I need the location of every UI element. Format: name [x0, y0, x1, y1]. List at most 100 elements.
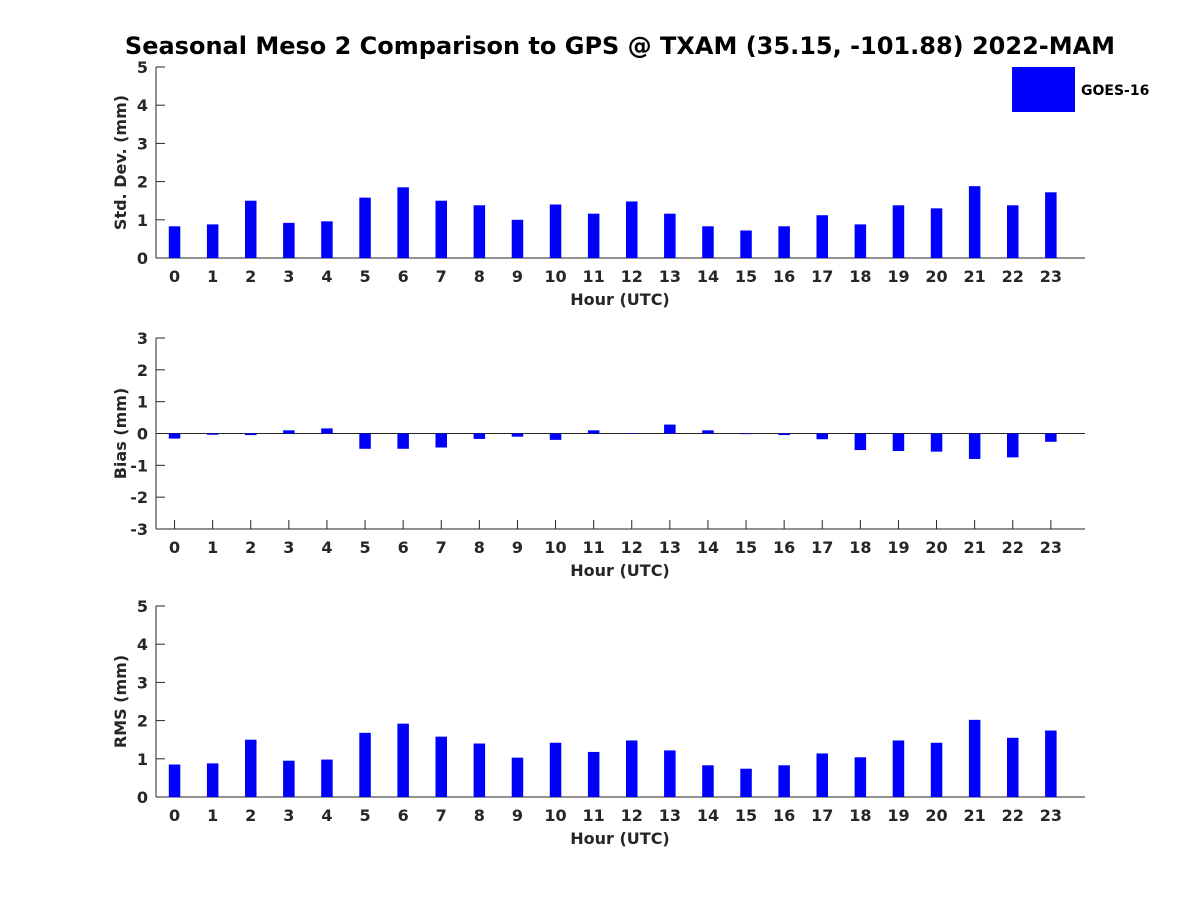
bias-xtick-label: 16 — [773, 538, 795, 557]
bias-xtick-label: 14 — [697, 538, 719, 557]
std-ytick-label: 2 — [137, 173, 148, 192]
rms-xtick-label: 11 — [583, 806, 605, 825]
std-bar-hour-20 — [930, 208, 943, 258]
rms-xtick-label: 22 — [1002, 806, 1024, 825]
bias-bar-hour-22 — [1007, 433, 1019, 458]
std-ylabel: Std. Dev. (mm) — [111, 95, 130, 230]
std-bar-hour-12 — [626, 201, 638, 258]
rms-xtick-label: 6 — [398, 806, 409, 825]
rms-xtick-label: 1 — [207, 806, 218, 825]
rms-xtick-label: 5 — [359, 806, 370, 825]
bias-bar-hour-3 — [283, 430, 295, 434]
bias-xtick-label: 10 — [544, 538, 566, 557]
rms-bar-hour-8 — [473, 743, 486, 797]
rms-xtick-label: 14 — [697, 806, 719, 825]
rms-xtick-label: 3 — [283, 806, 294, 825]
bias-bar-hour-5 — [359, 433, 371, 449]
bias-xtick-label: 23 — [1040, 538, 1062, 557]
rms-xtick-label: 23 — [1040, 806, 1062, 825]
std-bar-hour-8 — [473, 205, 486, 258]
std-xtick-label: 1 — [207, 267, 218, 286]
rms-xtick-label: 19 — [887, 806, 909, 825]
rms-bar-hour-21 — [968, 719, 981, 797]
rms-xtick-label: 9 — [512, 806, 523, 825]
std-bar-hour-15 — [740, 230, 752, 258]
std-bar-hour-0 — [168, 226, 181, 258]
bias-bar-hour-16 — [778, 433, 790, 436]
bias-bar-hour-14 — [702, 430, 714, 434]
bias-xtick-label: 0 — [169, 538, 180, 557]
rms-bar-hour-11 — [587, 751, 600, 797]
rms-xtick-label: 4 — [321, 806, 332, 825]
bias-xtick-label: 4 — [321, 538, 332, 557]
rms-bar-hour-17 — [816, 753, 828, 797]
bias-bar-hour-10 — [549, 433, 562, 440]
bias-xtick-label: 22 — [1002, 538, 1024, 557]
std-ytick-label: 0 — [137, 249, 148, 268]
bias-xtick-label: 9 — [512, 538, 523, 557]
std-bar-hour-13 — [664, 213, 676, 258]
std-bar-hour-16 — [778, 226, 790, 258]
bias-bar-hour-11 — [587, 430, 600, 434]
bias-xlabel: Hour (UTC) — [570, 561, 670, 580]
bias-xtick-label: 7 — [436, 538, 447, 557]
std-xlabel: Hour (UTC) — [570, 290, 670, 309]
std-xtick-label: 9 — [512, 267, 523, 286]
std-bar-hour-2 — [245, 200, 257, 258]
rms-bar-hour-22 — [1007, 737, 1019, 797]
std-ytick-label: 5 — [137, 58, 148, 77]
std-xtick-label: 19 — [887, 267, 909, 286]
std-xtick-label: 11 — [583, 267, 605, 286]
bias-bar-hour-17 — [816, 433, 828, 440]
std-bar-hour-11 — [587, 213, 600, 258]
rms-bar-hour-18 — [854, 757, 867, 797]
rms-xtick-label: 21 — [964, 806, 986, 825]
std-xtick-label: 20 — [925, 267, 947, 286]
bias-bar-hour-13 — [664, 424, 676, 434]
rms-ytick-label: 2 — [137, 712, 148, 731]
bias-xtick-label: 21 — [964, 538, 986, 557]
bias-ytick-label: 0 — [137, 425, 148, 444]
chart-title: Seasonal Meso 2 Comparison to GPS @ TXAM… — [125, 32, 1115, 60]
rms-bar-hour-2 — [245, 739, 257, 797]
bias-xtick-label: 12 — [621, 538, 643, 557]
bias-xtick-label: 3 — [283, 538, 294, 557]
bias-bar-hour-6 — [397, 433, 409, 449]
rms-xtick-label: 17 — [811, 806, 833, 825]
rms-ytick-label: 5 — [137, 597, 148, 616]
rms-ytick-label: 0 — [137, 788, 148, 807]
rms-xtick-label: 8 — [474, 806, 485, 825]
std-xtick-label: 10 — [544, 267, 566, 286]
bias-bar-hour-18 — [854, 433, 867, 451]
bias-xtick-label: 5 — [359, 538, 370, 557]
std-xtick-label: 3 — [283, 267, 294, 286]
rms-xtick-label: 10 — [544, 806, 566, 825]
std-xtick-label: 2 — [245, 267, 256, 286]
rms-xlabel: Hour (UTC) — [570, 829, 670, 848]
legend-label: GOES-16 — [1081, 83, 1149, 99]
rms-bar-hour-15 — [740, 768, 752, 797]
bias-bar-hour-1 — [206, 433, 219, 435]
bias-ytick-label: 3 — [137, 329, 148, 348]
bias-xtick-label: 11 — [583, 538, 605, 557]
std-bar-hour-9 — [511, 219, 524, 258]
std-bar-hour-17 — [816, 215, 828, 258]
rms-bar-hour-9 — [511, 757, 524, 797]
bias-ytick-label: -2 — [130, 488, 148, 507]
rms-ytick-label: 1 — [137, 750, 148, 769]
std-bar-hour-4 — [321, 221, 333, 258]
std-xtick-label: 22 — [1002, 267, 1024, 286]
rms-bar-hour-13 — [664, 750, 676, 797]
std-bar-hour-5 — [359, 197, 371, 258]
rms-bar-hour-16 — [778, 765, 790, 797]
std-xtick-label: 16 — [773, 267, 795, 286]
rms-xtick-label: 18 — [849, 806, 871, 825]
bias-ytick-label: -3 — [130, 520, 148, 539]
bias-bar-hour-7 — [435, 433, 447, 448]
std-bar-hour-18 — [854, 224, 867, 258]
std-ytick-label: 1 — [137, 211, 148, 230]
bias-bar-hour-8 — [473, 433, 486, 439]
